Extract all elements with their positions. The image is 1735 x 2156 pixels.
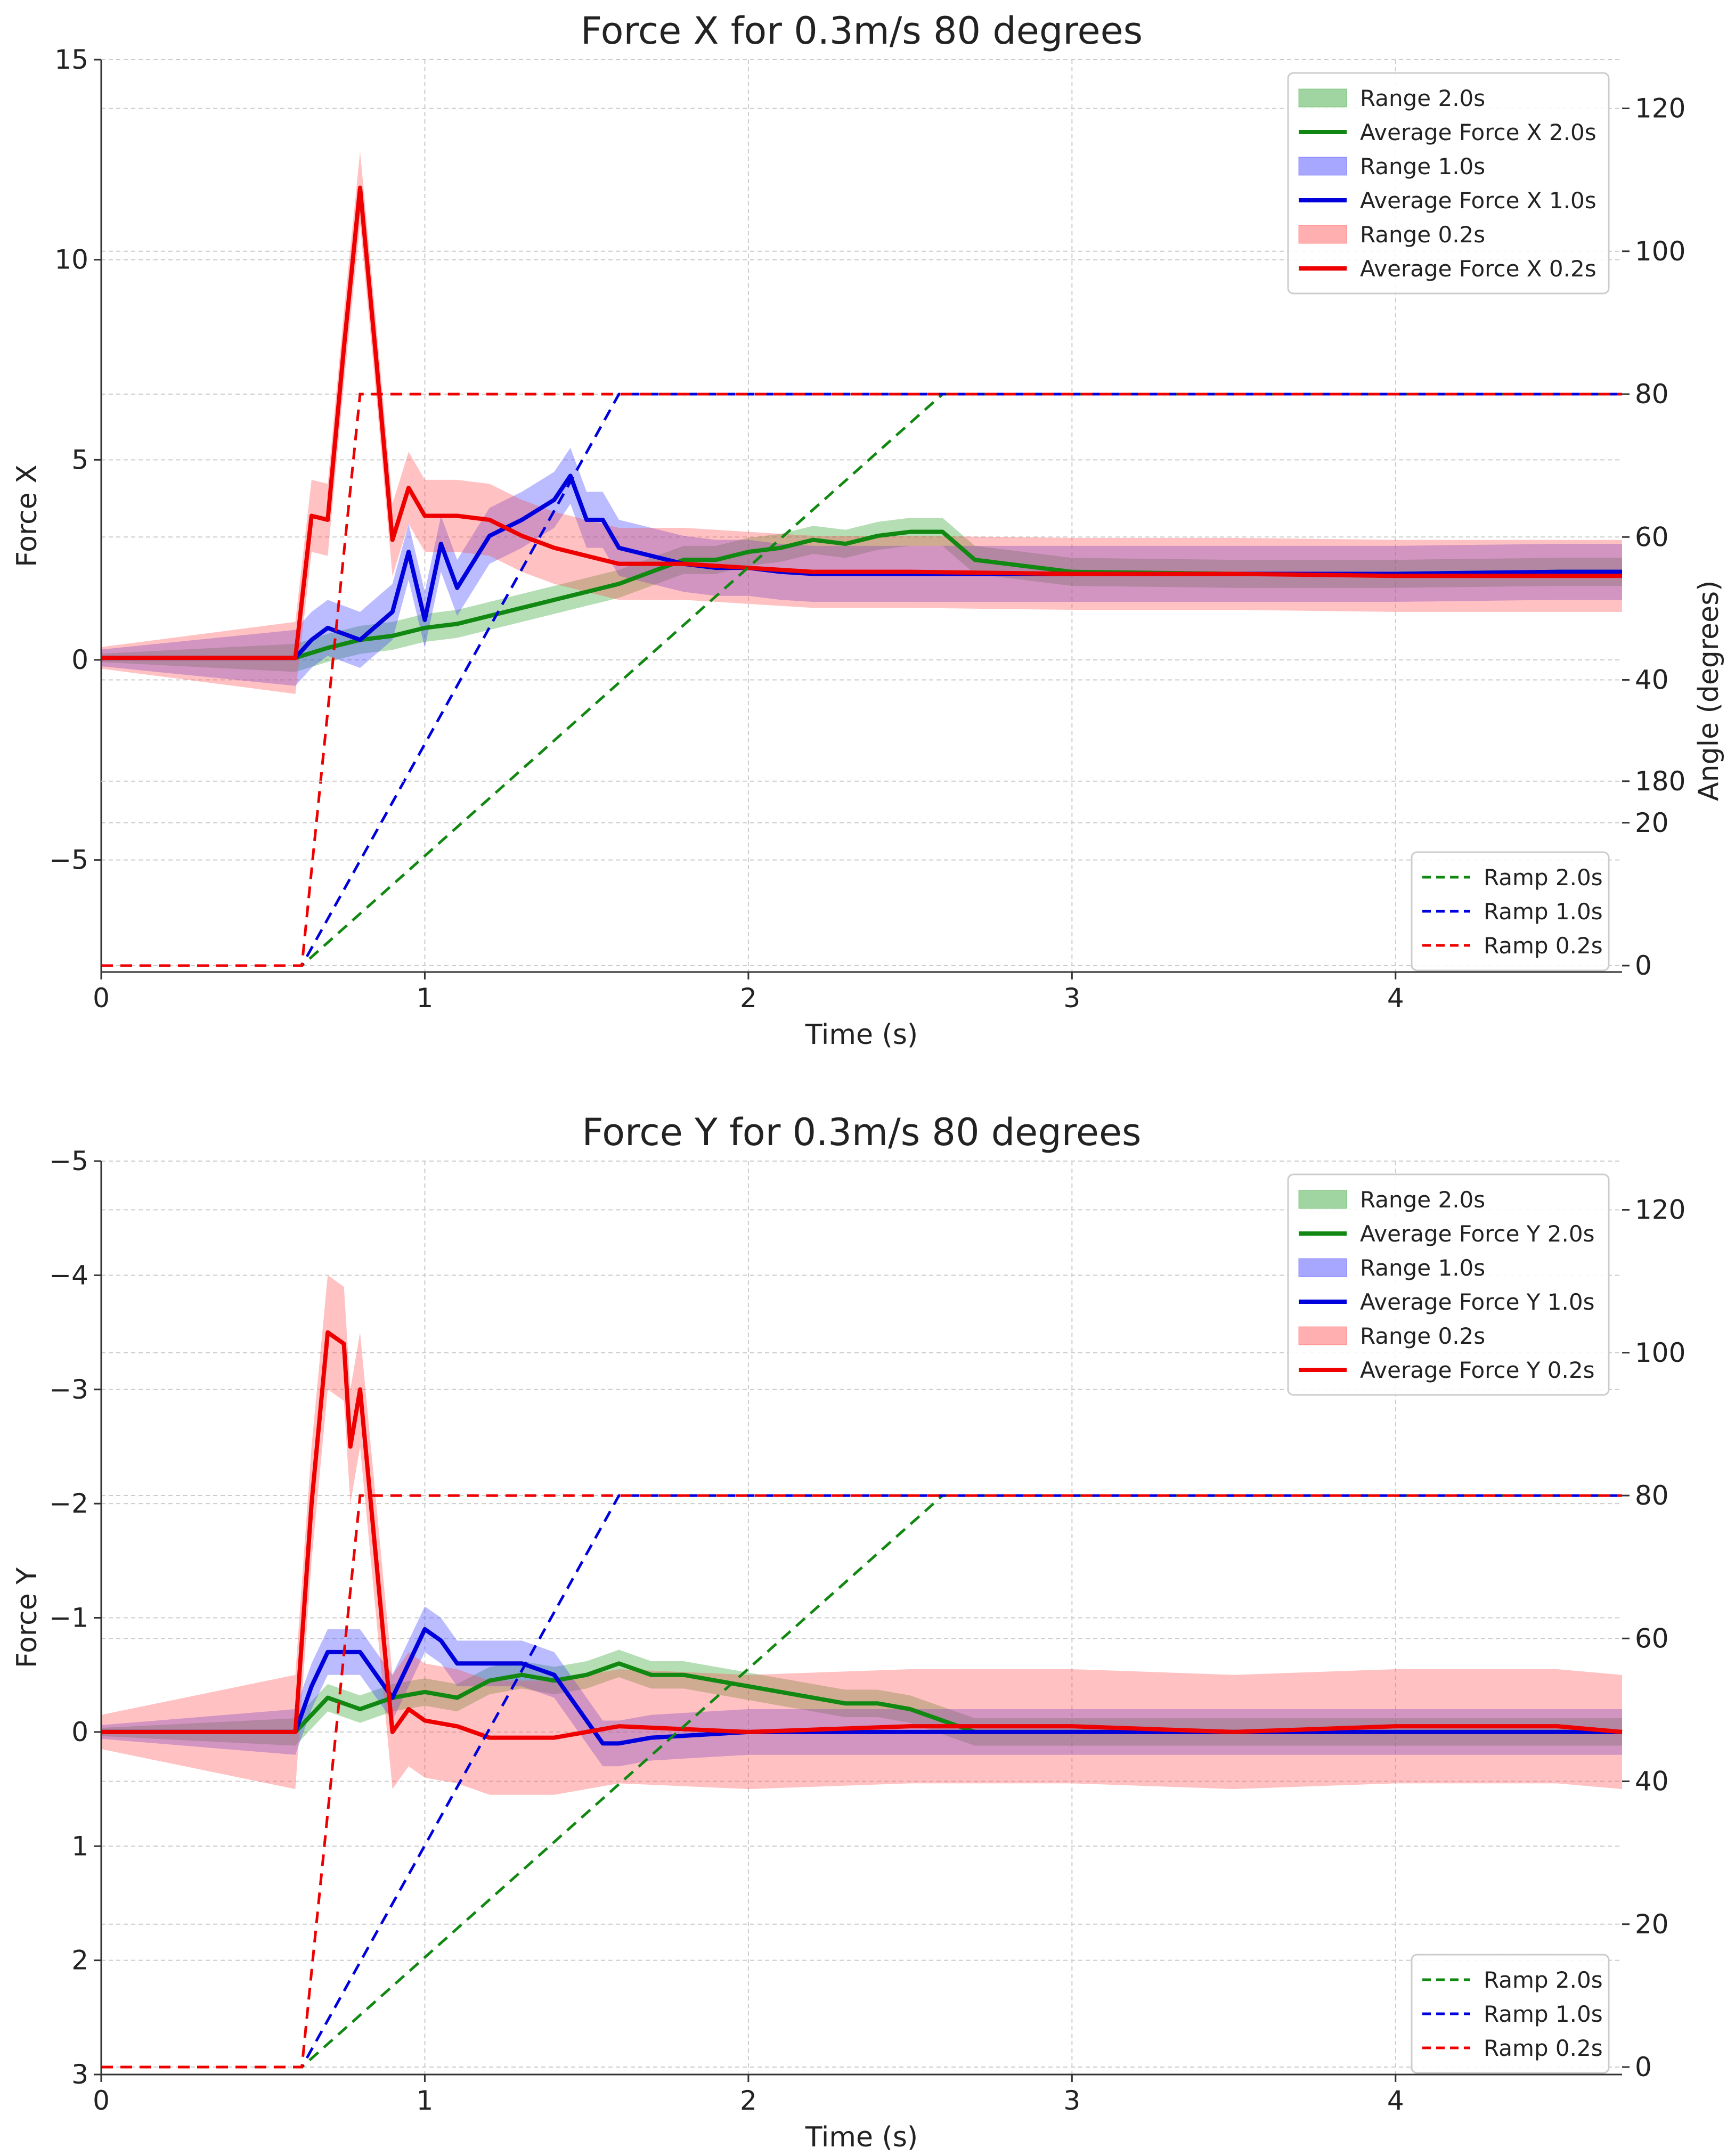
legend-ramps: Ramp 2.0s Ramp 1.0s Ramp 0.2s [1411,851,1610,971]
legend-label: Average Force X 0.2s [1360,256,1596,282]
legend-label: Ramp 2.0s [1484,1967,1603,1993]
y2-tick-label: 40 [1635,1766,1669,1797]
grid [101,780,1622,2075]
x-axis-label: Time (s) [805,1019,918,1051]
legend-label: Ramp 1.0s [1484,899,1603,925]
y2-tick-label: 40 [1635,665,1669,696]
y-tick-label: −4 [49,1260,88,1291]
x-tick-label: 3 [1063,983,1080,1014]
legend-patch [1298,88,1347,108]
y2-tick-label: 80 [1635,379,1669,410]
y-tick-label: −5 [49,1146,88,1177]
average-line-2 [101,1330,1623,1740]
legend-label: Average Force Y 2.0s [1360,1221,1595,1247]
x-tick-label: 1 [417,2085,434,2116]
x-tick-label: 4 [1387,2085,1404,2116]
legend-patch [1298,1190,1347,1209]
legend-label: Ramp 0.2s [1484,933,1603,959]
legend-patch [1298,157,1347,176]
legend-label: Ramp 0.2s [1484,2035,1603,2061]
x-tick-label: 1 [417,983,434,1014]
chart-fy: 0 1 2 3 4−5−4−3−2−10123180120100806040200For… [11,581,1725,2153]
y2-tick-label: 20 [1635,807,1669,838]
y-tick-label: 0 [71,644,88,675]
y-tick-label: 0 [71,1717,88,1747]
legend-patch [1298,225,1347,244]
y2-tick-label: 80 [1635,1480,1669,1511]
y2-tick-label: 0 [1635,2052,1652,2082]
range-band-2 [101,1275,1622,1795]
legend-label: Range 2.0s [1360,85,1485,111]
range-band-1 [101,447,1622,686]
range-band-1 [101,1606,1622,1767]
legend-label: Range 0.2s [1360,1323,1485,1349]
legend-label: Average Force X 2.0s [1360,119,1596,145]
legend-label: Ramp 2.0s [1484,864,1603,891]
range-band-0 [101,1649,1622,1746]
y2-axis-label: Angle (degrees) [1693,581,1725,801]
y-axis-label: Force X [11,464,43,567]
y2-tick-label: 120 [1635,93,1685,124]
average-line-0 [101,529,1622,660]
y2-tick-label: 60 [1635,521,1669,552]
y2-tick-label: 60 [1635,1623,1669,1654]
ramp-line-2 [101,393,1622,967]
y2-tick-label: 100 [1635,1337,1685,1368]
legend-frame [1411,1954,1610,2074]
legend-label: Average Force Y 0.2s [1360,1357,1595,1383]
legend-patch [1298,1326,1347,1345]
x-tick-label: 0 [93,983,110,1014]
y-tick-label: −1 [49,1603,88,1634]
chart-fx: 0 1 2 3 4 15 10 5 0 −5 180 120 100 80 60 40 20 0 Force X f… [11,9,1685,1051]
y-tick-label: 15 [54,44,88,75]
x-tick-label: 0 [93,2085,110,2116]
legend-label: Average Force Y 1.0s [1360,1289,1595,1315]
chart-title: Force Y for 0.3m/s 80 degrees [582,1110,1141,1154]
y2-tick-label: 180 [1635,766,1685,797]
legend-label: Range 2.0s [1360,1187,1485,1213]
legend-frame [1411,851,1610,971]
x-axis-label: Time (s) [805,2121,918,2153]
y2-tick-label: 0 [1635,950,1652,981]
legend-label: Average Force X 1.0s [1360,187,1596,214]
y-tick-label: 10 [54,244,88,275]
legend-frame [1287,1173,1610,1396]
x-tick-label: 2 [740,983,757,1014]
x-tick-label: 2 [740,2085,757,2116]
average-line-1 [101,1627,1622,1746]
y-tick-label: 2 [71,1945,88,1976]
legend-ranges: Range 2.0s Average Force X 2.0s Range 1.0s… [1287,72,1610,295]
legend-label: Range 1.0s [1360,1255,1485,1281]
legend-label: Range 0.2s [1360,222,1485,248]
y-tick-label: 5 [71,444,88,475]
legend-label: Range 1.0s [1360,153,1485,179]
legend-frame [1287,72,1610,295]
y2-tick-label: 100 [1635,236,1685,267]
average-line-2 [101,185,1622,660]
ramp-line-2 [101,1494,1622,2069]
y-tick-label: 1 [71,1831,88,1861]
chart-title: Force X for 0.3m/s 80 degrees [581,9,1143,53]
legend-label: Ramp 1.0s [1484,2001,1603,2027]
legend-patch [1298,1258,1347,1277]
x-tick-label: 4 [1387,983,1404,1014]
legend-ranges: Range 2.0s Average Force Y 2.0s Range 1.0s… [1287,1173,1610,1396]
legend-ramps: Ramp 2.0s Ramp 1.0s Ramp 0.2s [1411,1954,1610,2074]
range-band-2 [101,151,1622,694]
y-tick-label: −5 [49,845,88,876]
y2-tick-label: 120 [1635,1195,1685,1226]
y-axis-label: Force Y [11,1567,43,1668]
y-tick-label: 3 [71,2059,88,2090]
x-tick-label: 3 [1063,2085,1080,2116]
y-tick-label: −2 [49,1488,88,1519]
y2-tick-label: 20 [1635,1909,1669,1940]
y-tick-label: −3 [49,1374,88,1405]
